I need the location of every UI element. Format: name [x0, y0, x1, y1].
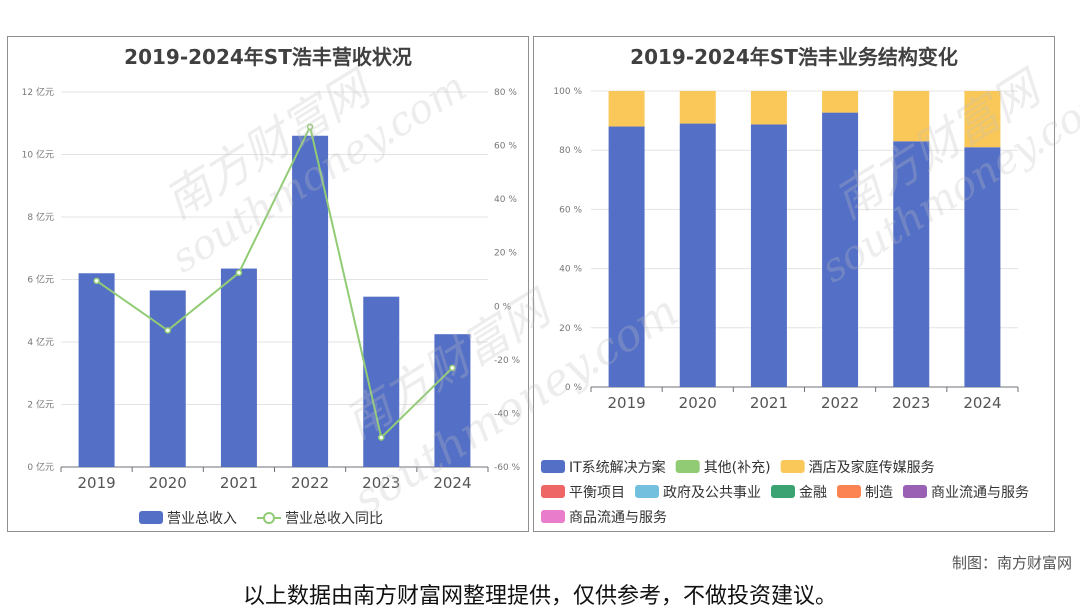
legend-swatch-1 — [675, 460, 700, 473]
legend-label-7: 商业流通与服务 — [931, 485, 1029, 501]
legend-label-0: IT系统解决方案 — [569, 459, 666, 476]
legend-label-1: 其他(补充) — [704, 460, 771, 476]
x-axis-tick-label: 2022 — [291, 474, 329, 492]
right-axis-tick-label: 40 % — [494, 195, 517, 205]
legend-label-revenue: 营业总收入 — [167, 511, 237, 527]
stacked-bar-segment-0 — [964, 147, 1001, 387]
x-axis-tick-label: 2022 — [821, 394, 859, 412]
point-revenue-yoy — [235, 269, 243, 277]
legend-label-3: 平衡项目 — [569, 485, 625, 501]
stacked-bar-segment-0 — [679, 123, 716, 387]
point-revenue-yoy — [93, 277, 100, 285]
bar-revenue — [149, 290, 186, 467]
bar-revenue — [434, 334, 471, 467]
point-revenue-yoy — [449, 364, 456, 372]
legend-swatch-4 — [635, 485, 659, 498]
stacked-bar-segment-2 — [679, 91, 716, 124]
bar-revenue — [78, 273, 115, 467]
x-axis-tick-label: 2021 — [750, 394, 788, 412]
x-axis-tick-label: 2024 — [433, 474, 471, 492]
legend-swatch-8 — [541, 510, 565, 523]
stacked-bar-segment-2 — [608, 91, 645, 127]
bar-revenue — [220, 268, 257, 467]
legend-label-5: 金融 — [799, 485, 827, 501]
left-axis-tick-label: 10 亿元 — [22, 149, 54, 161]
point-revenue-yoy — [164, 327, 171, 334]
right-axis-tick-label: 60 % — [494, 142, 517, 152]
x-axis-tick-label: 2024 — [963, 394, 1001, 412]
x-axis-tick-label: 2020 — [679, 394, 717, 412]
legend-label-2: 酒店及家庭传媒服务 — [809, 459, 935, 476]
y-axis-tick-label: 0 % — [565, 383, 583, 393]
left-axis-tick-label: 2 亿元 — [27, 399, 54, 411]
y-axis-tick-label: 60 % — [559, 205, 582, 215]
right-axis-tick-label: -40 % — [494, 409, 521, 419]
chart-credit: 制图：南方财富网 — [951, 554, 1072, 572]
disclaimer: 以上数据由南方财富网整理提供，仅供参考，不做投资建议。 — [242, 584, 837, 609]
left-axis-tick-label: 0 亿元 — [27, 461, 54, 473]
y-axis-tick-label: 100 % — [553, 87, 582, 97]
y-axis-tick-label: 20 % — [559, 324, 582, 334]
legend-label-6: 制造 — [865, 485, 893, 501]
left-axis-tick-label: 6 亿元 — [27, 274, 54, 286]
legend-swatch-2 — [780, 460, 805, 473]
business-structure-chart: 0 % 20 % 40 % 60 % 80 % 100 % 2019 2020 2021 2022… — [541, 87, 1029, 526]
x-axis-tick-label: 2023 — [892, 394, 930, 412]
stacked-bar-segment-2 — [822, 91, 859, 113]
right-axis-tick-label: -20 % — [494, 356, 521, 366]
x-axis-tick-label: 2020 — [149, 474, 187, 492]
legend-marker-yoy — [263, 512, 275, 524]
legend-swatch-0 — [541, 460, 565, 473]
legend-swatch-7 — [903, 485, 927, 498]
x-axis-tick-label: 2021 — [220, 474, 258, 492]
stacked-bar-segment-2 — [750, 91, 787, 125]
stacked-bar-segment-0 — [750, 124, 787, 387]
legend-swatch-revenue — [139, 511, 163, 524]
revenue-chart-panel: 0 亿元 2 亿元 4 亿元 6 亿元 8 亿元 10 亿元 12 亿元 -60 % -40 %… — [7, 36, 529, 532]
right-axis-tick-label: 0 % — [494, 302, 512, 312]
point-revenue-yoy — [378, 434, 385, 441]
stacked-bar-segment-2 — [893, 91, 930, 142]
business-structure-chart-title: 2019-2024年ST浩丰业务结构变化 — [630, 45, 958, 69]
bar-revenue — [292, 135, 329, 467]
right-axis-tick-label: 20 % — [494, 249, 517, 259]
stacked-bar-segment-0 — [893, 141, 930, 387]
business-structure-chart-panel: 0 % 20 % 40 % 60 % 80 % 100 % 2019 2020 2021 2022… — [533, 36, 1055, 532]
left-axis-tick-label: 8 亿元 — [27, 211, 54, 223]
y-axis-tick-label: 80 % — [559, 146, 582, 156]
x-axis-tick-label: 2019 — [607, 394, 645, 412]
legend-swatch-5 — [771, 485, 795, 498]
revenue-chart: 0 亿元 2 亿元 4 亿元 6 亿元 8 亿元 10 亿元 12 亿元 -60 % -40 %… — [22, 86, 521, 527]
legend-label-4: 政府及公共事业 — [663, 485, 761, 501]
right-axis-tick-label: -60 % — [494, 463, 521, 473]
left-axis-tick-label: 4 亿元 — [27, 336, 54, 348]
revenue-chart-title: 2019-2024年ST浩丰营收状况 — [124, 45, 412, 69]
stacked-bar-segment-0 — [608, 126, 645, 388]
x-axis-tick-label: 2019 — [77, 474, 115, 492]
stacked-bar-segment-2 — [964, 91, 1001, 148]
legend-label-revenue-yoy: 营业总收入同比 — [285, 511, 383, 527]
x-axis-tick-label: 2023 — [362, 474, 400, 492]
line-revenue-yoy — [96, 123, 454, 440]
legend-swatch-3 — [541, 485, 565, 498]
y-axis-tick-label: 40 % — [559, 265, 582, 275]
right-axis-tick-label: 80 % — [494, 88, 517, 98]
point-revenue-yoy — [306, 123, 314, 131]
legend-swatch-6 — [837, 485, 861, 498]
legend-label-8: 商品流通与服务 — [569, 510, 667, 526]
left-axis-tick-label: 12 亿元 — [22, 86, 54, 98]
stacked-bar-segment-0 — [822, 112, 859, 387]
